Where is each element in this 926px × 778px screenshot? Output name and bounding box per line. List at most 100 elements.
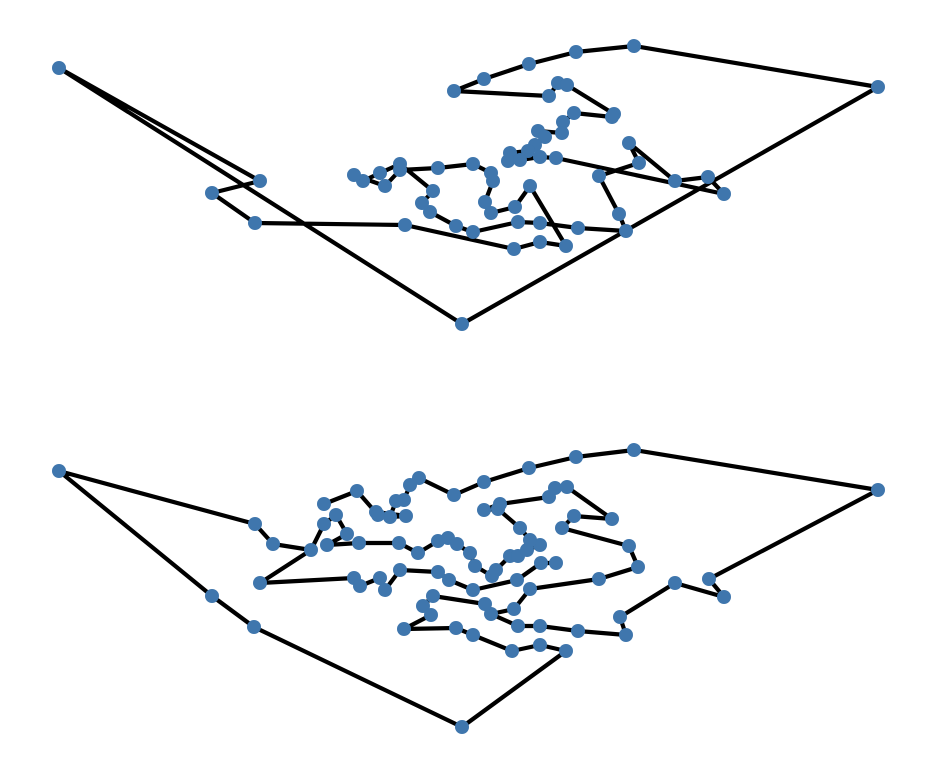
tour-node [455,720,469,734]
tour-node [571,221,585,235]
tour-node [373,166,387,180]
tour-node [424,608,438,622]
tour-node [247,620,261,634]
tour-node [501,154,515,168]
tour-node [340,527,354,541]
tour-node [449,219,463,233]
tour-node [555,126,569,140]
tour-node [871,483,885,497]
tour-node [466,628,480,642]
tour-node [466,583,480,597]
tour-node [489,563,503,577]
tour-node [416,599,430,613]
tour-node [717,590,731,604]
tour-node [371,508,385,522]
tour-node [447,84,461,98]
tour-node [507,602,521,616]
tour-node [477,475,491,489]
tour-node [466,157,480,171]
tour-node [397,622,411,636]
tour-node [559,644,573,658]
tour-node [511,215,525,229]
tour-node [378,179,392,193]
tour-node [320,538,334,552]
tour-node [329,508,343,522]
tour-node [466,225,480,239]
tour-node [555,521,569,535]
tour-node [612,207,626,221]
tour-node [477,72,491,86]
tour-node [567,106,581,120]
tour-node [522,57,536,71]
tour-node [522,461,536,475]
tour-node [605,512,619,526]
tour-node [533,235,547,249]
tour-node [513,153,527,167]
tour-node [622,539,636,553]
tour-node [253,174,267,188]
tour-node [248,517,262,531]
tour-node [702,572,716,586]
tour-node [493,497,507,511]
tour-node [415,196,429,210]
tour-node [701,170,715,184]
tour-node [668,576,682,590]
tour-node [449,621,463,635]
tour-node [317,497,331,511]
tour-node [549,556,563,570]
tour-node [533,150,547,164]
tour-node [505,644,519,658]
tour-node [559,239,573,253]
tour-node [455,317,469,331]
tour-node [431,161,445,175]
tour-node [248,216,262,230]
tour-node [549,151,563,165]
tour-node [560,480,574,494]
tour-node [350,484,364,498]
tour-node [560,78,574,92]
tour-node [353,579,367,593]
tour-node [538,130,552,144]
tour-node [627,443,641,457]
tour-node [411,546,425,560]
tour-node [534,556,548,570]
tour-node [508,200,522,214]
tour-node [605,110,619,124]
tour-node [668,174,682,188]
tour-node [567,509,581,523]
tour-edge-path [488,487,881,638]
tour-node [569,45,583,59]
tour-node [431,565,445,579]
tour-nodes-top [52,39,885,331]
tour-node [533,619,547,633]
tour-node [426,589,440,603]
tour-node [569,450,583,464]
tour-node [463,546,477,560]
tour-node [619,224,633,238]
tour-node [486,174,500,188]
tour-node [533,216,547,230]
tour-node [266,537,280,551]
tour-node [613,610,627,624]
tour-node [383,510,397,524]
tour-node [619,628,633,642]
tour-node [513,521,527,535]
tour-node [450,537,464,551]
tour-node [253,576,267,590]
tour-node [622,136,636,150]
tour-node [304,543,318,557]
tour-node [478,597,492,611]
tour-node [571,624,585,638]
panel-top [52,39,885,331]
panel-bottom [52,443,885,734]
tour-node [389,494,403,508]
tour-node [631,560,645,574]
tour-node [548,481,562,495]
tour-node [556,115,570,129]
tour-node [447,488,461,502]
tour-node [52,464,66,478]
tour-node [484,206,498,220]
tour-node [510,573,524,587]
tour-node [477,503,491,517]
